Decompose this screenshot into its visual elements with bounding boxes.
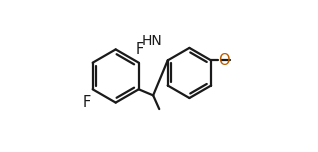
Text: HN: HN xyxy=(142,34,162,48)
Text: O: O xyxy=(218,53,230,68)
Text: F: F xyxy=(136,42,144,57)
Text: F: F xyxy=(82,95,91,110)
